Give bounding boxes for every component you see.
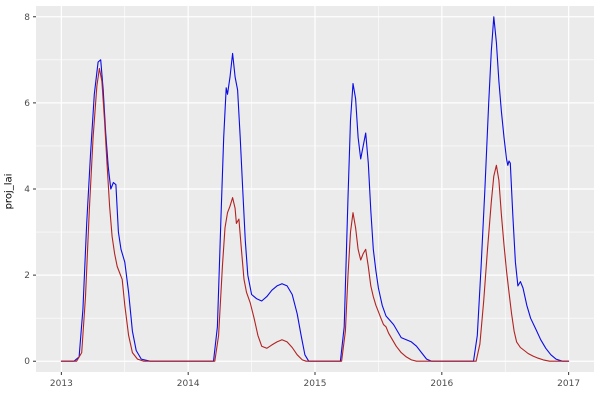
x-tick-label: 2017 — [557, 379, 580, 389]
y-tick-label: 6 — [24, 99, 30, 109]
blue-series-line — [60, 16, 570, 362]
x-tick-label: 2014 — [177, 379, 200, 389]
red-series-line — [60, 67, 570, 362]
y-tick-label: 8 — [24, 13, 30, 23]
x-tick-label: 2016 — [430, 379, 453, 389]
x-tick-label: 2015 — [304, 379, 327, 389]
y-tick-label: 4 — [24, 185, 30, 195]
y-tick-label: 0 — [24, 357, 30, 367]
x-tick-label: 2013 — [50, 379, 73, 389]
y-tick-label: 2 — [24, 271, 30, 281]
